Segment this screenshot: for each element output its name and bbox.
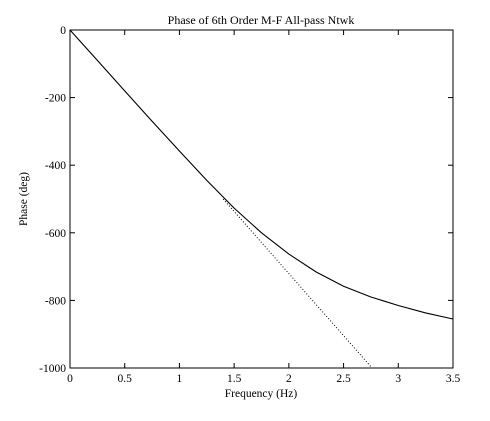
- plot-frame: [69, 29, 454, 369]
- y-tick-label: -800: [45, 295, 66, 307]
- series-layer: [69, 29, 454, 369]
- y-tick-label: -1000: [39, 363, 66, 375]
- x-tick-label: 0: [67, 373, 73, 385]
- y-tick-label: -600: [45, 228, 66, 240]
- y-tick-label: 0: [60, 25, 66, 37]
- y-ticks: 0 -200 -400 -600 -800 -1000: [39, 25, 453, 375]
- y-tick-label: -400: [45, 160, 66, 172]
- phase-asymptote-line: [222, 198, 373, 369]
- x-ticks: 0 0.5 1 1.5 2 2.5 3 3.5: [67, 30, 460, 385]
- x-tick-label: 3: [395, 373, 401, 385]
- x-axis-label: Frequency (Hz): [225, 388, 298, 400]
- phase-curve: [69, 29, 454, 320]
- x-tick-label: 2.5: [336, 373, 351, 385]
- x-tick-label: 1: [177, 373, 183, 385]
- y-axis-label: Phase (deg): [18, 172, 30, 226]
- x-tick-label: 3.5: [446, 373, 461, 385]
- x-tick-label: 2: [286, 373, 292, 385]
- y-tick-label: -200: [45, 93, 66, 105]
- chart-title: Phase of 6th Order M-F All-pass Ntwk: [168, 13, 355, 27]
- x-tick-label: 0.5: [118, 373, 133, 385]
- x-tick-label: 1.5: [227, 373, 242, 385]
- plot-area: 0 0.5 1 1.5 2 2.5 3 3.5 0 -200 -400 -600 -800 -1000: [39, 25, 460, 385]
